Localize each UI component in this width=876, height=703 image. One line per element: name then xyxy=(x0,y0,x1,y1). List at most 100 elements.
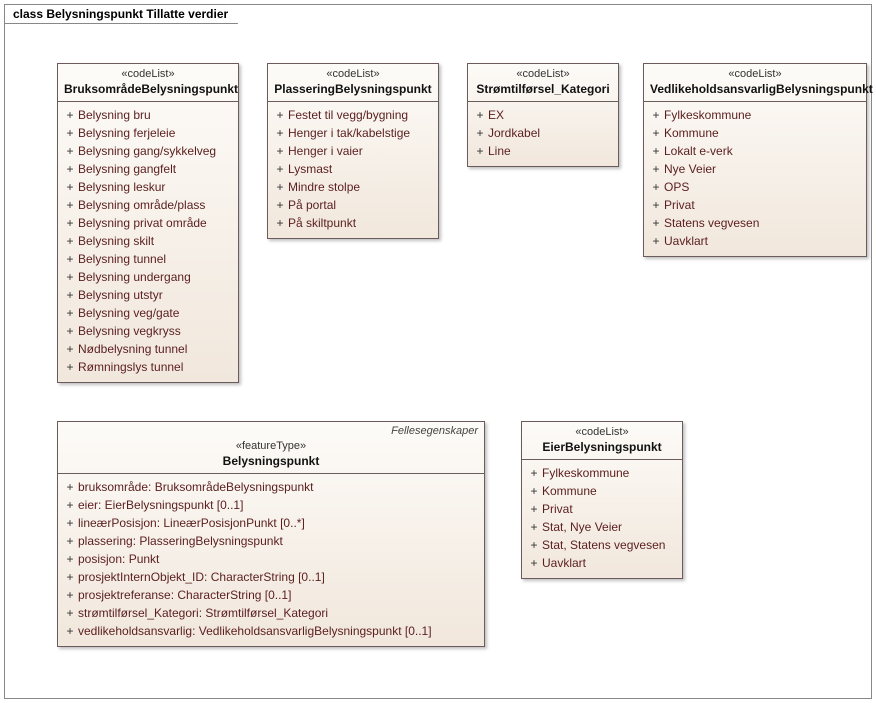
visibility-plus-icon: + xyxy=(62,106,78,124)
visibility-plus-icon: + xyxy=(648,214,664,232)
attribute-text: Jordkabel xyxy=(488,124,540,142)
visibility-plus-icon: + xyxy=(62,142,78,160)
diagram-tab: class Belysningspunkt Tillatte verdier xyxy=(4,4,238,24)
attribute-text: Kommune xyxy=(664,124,719,142)
visibility-plus-icon: + xyxy=(62,160,78,178)
visibility-plus-icon: + xyxy=(272,178,288,196)
box-title: PlasseringBelysningspunkt xyxy=(274,82,432,97)
list-item: +Belysning undergang xyxy=(62,268,234,286)
visibility-plus-icon: + xyxy=(62,550,78,568)
list-item: +Jordkabel xyxy=(472,124,614,142)
codelist-vedlikehold: «codeList» VedlikeholdsansvarligBelysnin… xyxy=(643,63,867,257)
codelist-plassering: «codeList» PlasseringBelysningspunkt +Fe… xyxy=(267,63,439,239)
box-title: EierBelysningspunkt xyxy=(528,440,676,455)
attribute-text: lineærPosisjon: LineærPosisjonPunkt [0..… xyxy=(78,514,305,532)
attribute-text: På portal xyxy=(288,196,336,214)
visibility-plus-icon: + xyxy=(272,124,288,142)
visibility-plus-icon: + xyxy=(62,496,78,514)
list-item: +Kommune xyxy=(526,482,678,500)
visibility-plus-icon: + xyxy=(472,142,488,160)
attribute-text: Belysning skilt xyxy=(78,232,154,250)
visibility-plus-icon: + xyxy=(648,178,664,196)
visibility-plus-icon: + xyxy=(62,214,78,232)
list-item: +Uavklart xyxy=(526,554,678,572)
list-item: +Fylkeskommune xyxy=(526,464,678,482)
attribute-text: Line xyxy=(488,142,511,160)
list-item: +posisjon: Punkt xyxy=(62,550,480,568)
codelist-bruksomrade: «codeList» BruksområdeBelysningspunkt +B… xyxy=(57,63,239,383)
list-item: +bruksområde: BruksområdeBelysningspunkt xyxy=(62,478,480,496)
attribute-text: Nødbelysning tunnel xyxy=(78,340,187,358)
visibility-plus-icon: + xyxy=(648,196,664,214)
box-header: «codeList» PlasseringBelysningspunkt xyxy=(268,64,438,102)
stereotype: «codeList» xyxy=(274,68,432,82)
attribute-text: Privat xyxy=(542,500,573,518)
list-item: +Belysning leskur xyxy=(62,178,234,196)
visibility-plus-icon: + xyxy=(648,124,664,142)
attribute-text: Lokalt e-verk xyxy=(664,142,733,160)
box-body: +bruksområde: BruksområdeBelysningspunkt… xyxy=(58,474,484,646)
list-item: +vedlikeholdsansvarlig: Vedlikeholdsansv… xyxy=(62,622,480,640)
visibility-plus-icon: + xyxy=(472,124,488,142)
attribute-text: OPS xyxy=(664,178,689,196)
list-item: +Rømningslys tunnel xyxy=(62,358,234,376)
box-title: Belysningspunkt xyxy=(64,454,478,469)
stereotype: «featureType» xyxy=(64,440,478,454)
visibility-plus-icon: + xyxy=(272,196,288,214)
visibility-plus-icon: + xyxy=(62,250,78,268)
visibility-plus-icon: + xyxy=(62,286,78,304)
list-item: +På skiltpunkt xyxy=(272,214,434,232)
box-body: +Fylkeskommune+Kommune+Privat+Stat, Nye … xyxy=(522,460,682,578)
attribute-text: Mindre stolpe xyxy=(288,178,360,196)
attribute-text: eier: EierBelysningspunkt [0..1] xyxy=(78,496,243,514)
visibility-plus-icon: + xyxy=(526,500,542,518)
list-item: +Lokalt e-verk xyxy=(648,142,862,160)
attribute-text: Belysning vegkryss xyxy=(78,322,181,340)
stereotype: «codeList» xyxy=(64,68,232,82)
attribute-text: prosjektInternObjekt_ID: CharacterString… xyxy=(78,568,325,586)
attribute-text: Belysning utstyr xyxy=(78,286,163,304)
attribute-text: Uavklart xyxy=(542,554,586,572)
visibility-plus-icon: + xyxy=(526,554,542,572)
list-item: +Privat xyxy=(648,196,862,214)
list-item: +Belysning gangfelt xyxy=(62,160,234,178)
box-title: Strømtilførsel_Kategori xyxy=(474,82,612,97)
attribute-text: Belysning gang/sykkelveg xyxy=(78,142,216,160)
list-item: +EX xyxy=(472,106,614,124)
list-item: +Belysning bru xyxy=(62,106,234,124)
list-item: +Belysning veg/gate xyxy=(62,304,234,322)
attribute-text: Privat xyxy=(664,196,695,214)
visibility-plus-icon: + xyxy=(62,586,78,604)
list-item: +Nye Veier xyxy=(648,160,862,178)
list-item: +Lysmast xyxy=(272,160,434,178)
attribute-text: Belysning undergang xyxy=(78,268,191,286)
attribute-text: Stat, Statens vegvesen xyxy=(542,536,665,554)
featuretype-belysningspunkt: Fellesegenskaper «featureType» Belysning… xyxy=(57,421,485,647)
box-body: +Fylkeskommune+Kommune+Lokalt e-verk+Nye… xyxy=(644,102,866,256)
list-item: +Nødbelysning tunnel xyxy=(62,340,234,358)
list-item: +Fylkeskommune xyxy=(648,106,862,124)
attribute-text: Belysning gangfelt xyxy=(78,160,176,178)
list-item: +Line xyxy=(472,142,614,160)
codelist-eier: «codeList» EierBelysningspunkt +Fylkesko… xyxy=(521,421,683,579)
box-header: «codeList» VedlikeholdsansvarligBelysnin… xyxy=(644,64,866,102)
visibility-plus-icon: + xyxy=(648,106,664,124)
list-item: +På portal xyxy=(272,196,434,214)
attribute-text: prosjektreferanse: CharacterString [0..1… xyxy=(78,586,291,604)
visibility-plus-icon: + xyxy=(62,478,78,496)
list-item: +Belysning ferjeleie xyxy=(62,124,234,142)
box-title: VedlikeholdsansvarligBelysningspunkt xyxy=(650,82,860,97)
attribute-text: Henger i tak/kabelstige xyxy=(288,124,410,142)
attribute-text: Nye Veier xyxy=(664,160,716,178)
visibility-plus-icon: + xyxy=(62,322,78,340)
stereotype: «codeList» xyxy=(528,426,676,440)
visibility-plus-icon: + xyxy=(472,106,488,124)
visibility-plus-icon: + xyxy=(62,124,78,142)
list-item: +Mindre stolpe xyxy=(272,178,434,196)
diagram-tab-label: class Belysningspunkt Tillatte verdier xyxy=(13,7,228,21)
attribute-text: Festet til vegg/bygning xyxy=(288,106,408,124)
visibility-plus-icon: + xyxy=(62,178,78,196)
attribute-text: Fylkeskommune xyxy=(664,106,751,124)
visibility-plus-icon: + xyxy=(62,304,78,322)
attribute-text: Belysning privat område xyxy=(78,214,207,232)
